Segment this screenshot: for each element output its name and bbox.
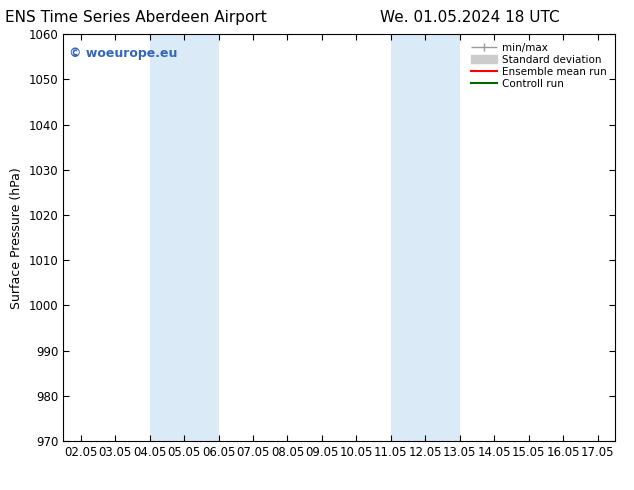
Bar (150, 34, 219, 441)
Text: © woeurope.eu: © woeurope.eu (69, 47, 178, 59)
Legend: min/max, Standard deviation, Ensemble mean run, Controll run: min/max, Standard deviation, Ensemble me… (467, 40, 610, 92)
Text: We. 01.05.2024 18 UTC: We. 01.05.2024 18 UTC (380, 10, 560, 25)
Bar (391, 34, 460, 441)
Text: ENS Time Series Aberdeen Airport: ENS Time Series Aberdeen Airport (4, 10, 266, 25)
Y-axis label: Surface Pressure (hPa): Surface Pressure (hPa) (10, 167, 23, 309)
